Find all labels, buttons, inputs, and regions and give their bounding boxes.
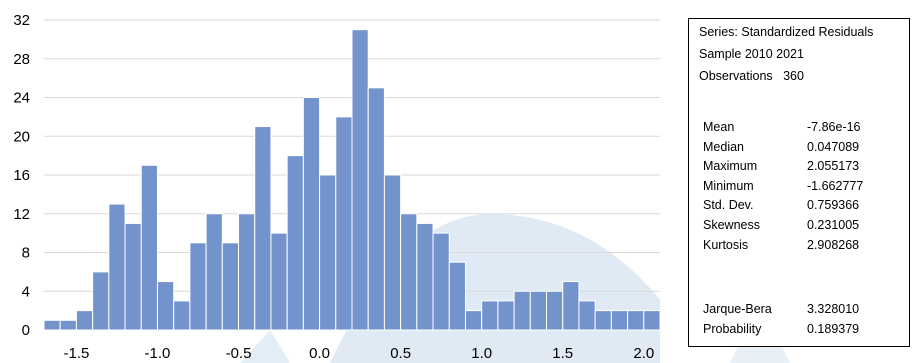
histogram-bar <box>464 310 483 331</box>
histogram-bar <box>335 116 353 331</box>
histogram-bar <box>59 319 77 331</box>
histogram-bar <box>92 271 110 331</box>
histogram-bar <box>140 164 158 331</box>
histogram-bar <box>513 290 531 331</box>
histogram-bar <box>610 310 629 331</box>
histogram-bar <box>351 29 369 331</box>
histogram-bar <box>124 222 142 331</box>
stat-value: -1.662777 <box>807 178 864 193</box>
histogram-bars <box>43 29 661 331</box>
histogram-bar <box>270 232 288 331</box>
stat-row: Maximum 2.055173 <box>703 159 903 177</box>
y-tick-label: 32 <box>13 12 30 29</box>
histogram-bar <box>189 242 207 331</box>
histogram-bar <box>643 310 661 331</box>
x-tick-label: 1.5 <box>552 345 573 362</box>
histogram-bar <box>254 126 272 331</box>
histogram-bar <box>481 300 499 331</box>
histogram-bar <box>302 97 321 331</box>
y-tick-label: 24 <box>13 90 30 107</box>
y-axis-ticks: 0 4 8 12 16 20 24 28 32 <box>13 12 30 339</box>
observations-value: 360 <box>783 69 804 83</box>
stat-label: Probability <box>703 321 762 336</box>
stat-row: Std. Dev. 0.759366 <box>703 198 903 216</box>
histogram-bar <box>221 242 240 331</box>
histogram-bar <box>546 290 564 331</box>
histogram-bar <box>43 319 61 331</box>
histogram-bar <box>432 232 450 331</box>
histogram-bar <box>416 222 434 331</box>
y-tick-label: 8 <box>22 245 30 262</box>
stat-label: Maximum <box>703 159 758 174</box>
histogram-bar <box>108 203 126 331</box>
histogram-bar <box>627 310 645 331</box>
y-tick-label: 4 <box>22 283 30 300</box>
stat-label: Minimum <box>703 178 754 193</box>
histogram-bar <box>173 300 191 331</box>
x-tick-label: -0.5 <box>226 345 252 362</box>
histogram-bar <box>529 290 548 331</box>
histogram-bar <box>75 310 94 331</box>
histogram-bar <box>286 155 304 331</box>
histogram-bar <box>594 310 612 331</box>
y-tick-label: 0 <box>22 322 30 339</box>
histogram-bar <box>367 87 385 331</box>
stat-row: Mean -7.86e-16 <box>703 120 903 138</box>
stat-value: 2.908268 <box>807 237 860 252</box>
stat-label: Std. Dev. <box>703 198 754 213</box>
stat-label: Mean <box>703 120 735 134</box>
x-tick-label: 1.0 <box>471 345 492 362</box>
y-tick-label: 28 <box>13 51 30 68</box>
x-tick-label: 0.5 <box>390 345 411 362</box>
stat-row: Skewness 0.231005 <box>703 218 903 236</box>
histogram-bar <box>562 281 580 331</box>
histogram-bar <box>205 213 223 331</box>
series-name: Series: Standardized Residuals <box>699 25 874 39</box>
stat-value: 0.231005 <box>807 218 860 232</box>
stat-row: Probability 0.189379 <box>703 322 903 340</box>
x-tick-label: 2.0 <box>633 345 654 362</box>
histogram-bar <box>319 174 337 331</box>
histogram-bar <box>448 261 466 331</box>
stat-label: Median <box>703 139 744 154</box>
x-tick-label: 0.0 <box>309 345 330 362</box>
stat-value: 3.328010 <box>807 302 860 316</box>
stat-row: Kurtosis 2.908268 <box>703 238 903 256</box>
observations-row: Observations 360 <box>699 69 804 83</box>
stat-value: 0.189379 <box>807 321 860 336</box>
stat-value: 2.055173 <box>807 159 860 174</box>
histogram-bar <box>400 213 418 331</box>
histogram-bar <box>156 281 175 331</box>
stat-row: Jarque-Bera 3.328010 <box>703 302 903 320</box>
x-axis-ticks: -1.5 -1.0 -0.5 0.0 0.5 1.0 1.5 2.0 <box>63 345 654 362</box>
histogram-chart: 0 4 8 12 16 20 24 28 32 -1.5 -1.0 -0.5 0.0 0.5 1.0 1.5… <box>13 12 661 362</box>
histogram-bar <box>578 300 596 331</box>
y-tick-label: 20 <box>13 128 30 145</box>
statistics-panel: Series: Standardized Residuals Sample 20… <box>688 18 910 347</box>
x-tick-label: -1.0 <box>145 345 171 362</box>
histogram-bar <box>238 213 256 331</box>
stat-label: Skewness <box>703 218 760 232</box>
x-tick-label: -1.5 <box>63 345 89 362</box>
stat-label: Kurtosis <box>703 237 749 252</box>
observations-label: Observations <box>699 69 773 83</box>
sample-range: Sample 2010 2021 <box>699 47 804 61</box>
stat-row: Minimum -1.662777 <box>703 179 903 197</box>
y-tick-label: 16 <box>13 167 30 184</box>
stat-value: 0.759366 <box>807 198 860 213</box>
stat-label: Jarque-Bera <box>703 302 772 316</box>
stat-value: 0.047089 <box>807 139 860 154</box>
histogram-bar <box>497 300 515 331</box>
stat-value: -7.86e-16 <box>807 120 861 134</box>
y-tick-label: 12 <box>13 206 30 223</box>
stat-row: Median 0.047089 <box>703 140 903 158</box>
histogram-bar <box>383 174 402 331</box>
